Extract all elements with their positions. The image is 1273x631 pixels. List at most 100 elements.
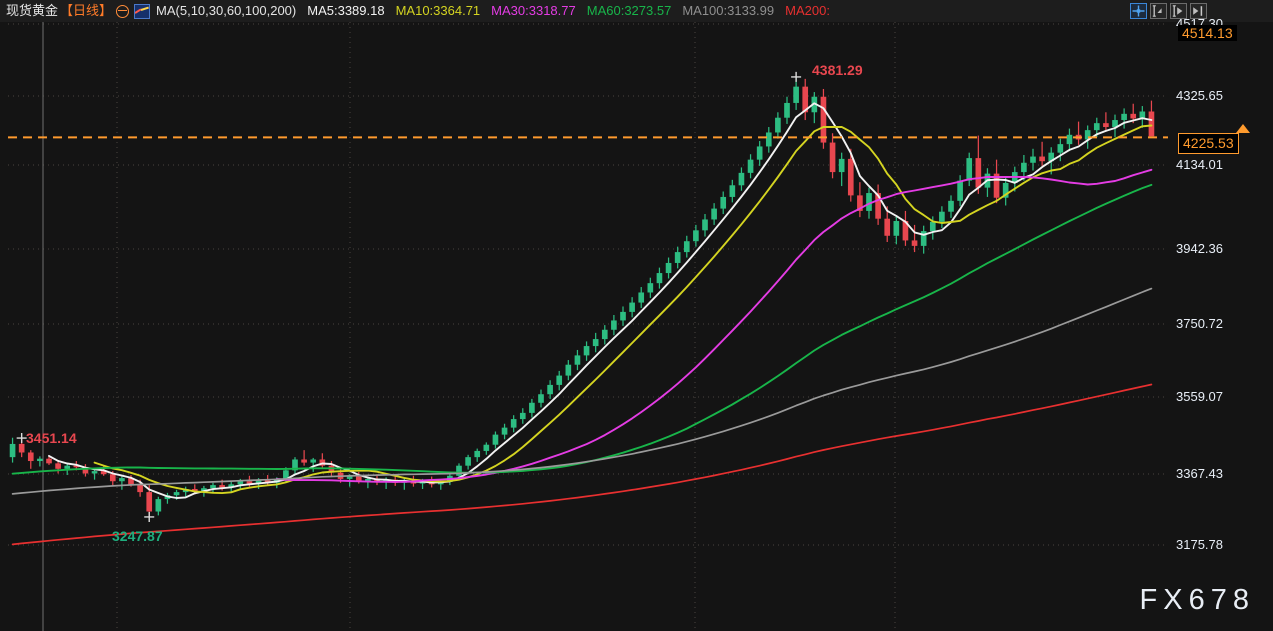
candle-body [747,159,754,173]
candle-body [1030,156,1036,163]
candle-body [720,196,727,209]
ma-line-ma60 [11,183,1153,475]
candle-body [683,241,690,253]
candle-body [929,221,936,232]
candle-body [155,499,162,512]
candle-body [966,158,973,181]
candle-body [283,470,289,480]
price-axis[interactable]: 4517.30 4325.65 4134.01 3942.36 3750.72 3559.… [1176,16,1273,631]
ma-line-ma100 [11,287,1153,495]
price-axis-tick: 3559.07 [1176,389,1223,404]
candle-body [346,476,353,479]
candle-body [893,221,900,236]
candle-body [37,458,43,462]
ma-line-ma200 [11,383,1153,546]
candle-body [501,427,508,435]
price-axis-tick: 3942.36 [1176,241,1223,256]
candle-body [292,459,298,471]
price-chart-canvas[interactable] [0,22,1273,631]
candle-body [483,444,490,451]
candle-body [765,132,772,147]
candle-body [693,230,699,242]
candle-body [173,492,180,496]
price-axis-tick: 3367.43 [1176,466,1223,481]
candle-body [365,478,371,482]
candle-body [100,471,107,475]
candle-body [911,240,918,246]
last-price-arrow-icon [1236,124,1250,133]
candle-body [137,484,143,493]
watermark-label: FX678 [1139,584,1255,616]
candle-body [775,117,781,133]
candle-body [738,172,745,186]
candle-body [73,465,80,468]
candle-body [255,480,262,484]
candle-body [711,208,717,220]
swing-low-label: 3247.87 [112,528,163,544]
price-axis-tick: 4325.65 [1176,88,1223,103]
candle-body [538,394,544,403]
period-label: 【日线】 [60,3,113,18]
candle-body [920,231,927,246]
candle-body [219,485,225,488]
candle-body [866,193,872,211]
upper-price-label: 4514.13 [1178,25,1237,41]
candle-body [939,211,945,222]
chart-toolbar [1130,3,1207,19]
vertical-cursor-icon[interactable] [1150,3,1167,19]
candle-body [246,481,253,484]
price-axis-tick: 3175.78 [1176,537,1223,552]
candle-body [1021,162,1027,173]
candle-body [310,459,317,463]
bar-replay-icon[interactable] [1170,3,1187,19]
candle-body [1057,144,1064,153]
candle-body [729,185,736,197]
candle-body [228,484,235,488]
indicator-chart-icon[interactable] [134,3,151,19]
candle-body [519,412,526,420]
crosshair-tool-icon[interactable] [1130,3,1147,19]
candle-body [128,478,134,485]
candle-body [64,465,71,469]
candle-body [647,283,654,293]
candle-body [793,86,799,103]
ma-line-ma10 [93,124,1153,495]
candle-body [119,478,125,482]
candle-body [109,474,116,482]
candle-body [902,221,909,241]
candle-body [201,488,207,492]
candle-body [665,262,672,274]
candle-body [802,86,809,113]
candle-body [91,471,98,474]
candle-body [811,96,818,113]
candle-body [820,96,827,143]
candle-body [838,158,845,173]
candle-body [574,355,581,365]
candle-body [9,443,16,458]
candle-body [547,384,553,395]
candle-body [492,434,499,445]
candle-body [510,419,517,428]
scroll-to-end-icon[interactable] [1190,3,1207,19]
candle-body [601,329,608,340]
ma-line-ma30 [275,168,1153,483]
candle-body [1121,113,1127,121]
candle-body [355,476,362,482]
candle-body [875,193,881,219]
candle-body [638,292,645,303]
indicator-label: MA(5,10,30,60,100,200) [156,3,297,18]
candle-body [784,102,790,118]
last-price-badge[interactable]: 4225.53 [1178,133,1239,154]
candle-body [556,375,563,385]
candle-body [383,479,389,482]
candle-body [565,364,572,376]
candle-body [583,346,590,356]
candle-body [1093,123,1100,131]
minus-circle-icon[interactable] [116,4,130,18]
crosshair-markers [16,71,802,522]
candle-body [993,173,1000,198]
candle-body [237,481,244,485]
candle-body [611,320,617,330]
ma10-legend: MA10:3364.71 [395,3,481,18]
